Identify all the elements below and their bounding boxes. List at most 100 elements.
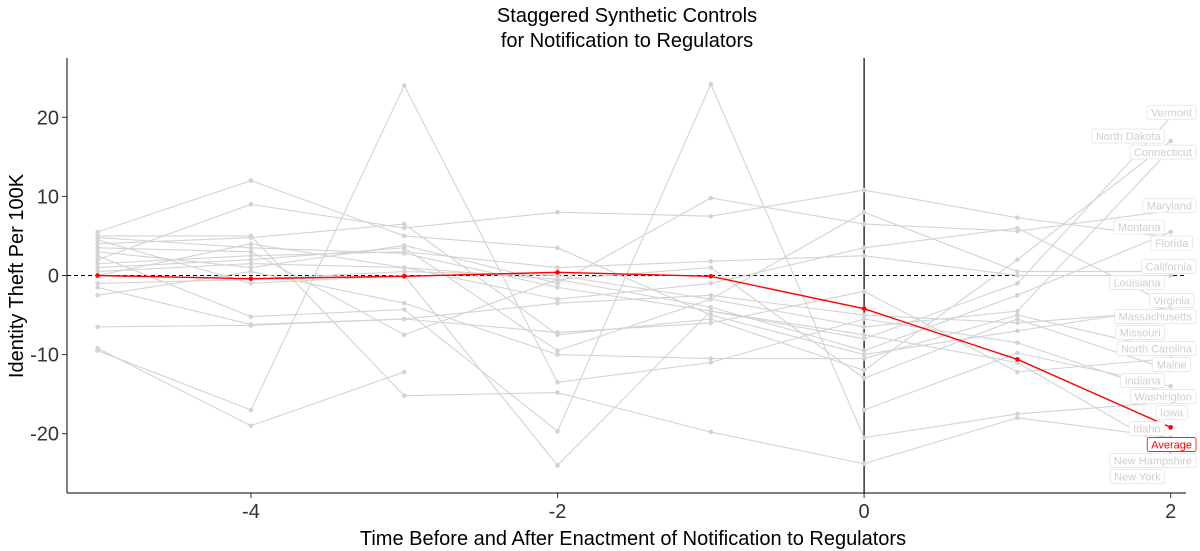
label-text-idaho: Idaho: [1133, 424, 1161, 436]
point-vermont: [555, 285, 560, 290]
point-north-dakota: [1168, 138, 1173, 144]
point-florida: [248, 202, 254, 207]
point-montana: [248, 241, 254, 247]
point-washington: [861, 407, 867, 413]
label-box-idaho: [1128, 421, 1166, 436]
point-new-hampshire: [1015, 415, 1020, 421]
label-box-connecticut: [1129, 144, 1197, 160]
point-idaho: [861, 435, 867, 440]
point-iowa: [401, 83, 407, 88]
series-line-indiana: [97, 247, 1171, 379]
point-north-carolina: [95, 292, 100, 298]
point-washington: [401, 369, 407, 375]
y-axis-title: Identity Theft Per 100K: [6, 173, 28, 378]
point-idaho: [401, 307, 407, 312]
point-north-carolina: [861, 356, 867, 361]
label-text-indiana: Indiana: [1125, 376, 1162, 388]
x-tick-label: -2: [549, 501, 567, 523]
point-virginia: [401, 265, 407, 270]
point-missouri: [708, 292, 714, 298]
point-maryland: [555, 281, 560, 286]
point-new-york: [861, 332, 867, 338]
label-box-washington: [1129, 389, 1197, 404]
y-tick-label: 20: [37, 107, 59, 129]
point-california: [708, 296, 714, 302]
point-north-carolina: [555, 352, 560, 357]
point-maine: [708, 320, 714, 326]
series-line-connecticut: [97, 148, 1172, 352]
series-line-maryland: [97, 197, 1171, 284]
series-line-iowa: [97, 84, 1171, 411]
point-indiana: [861, 376, 867, 381]
point-louisiana: [861, 253, 867, 259]
point-vermont: [861, 336, 867, 342]
point-maryland: [1015, 228, 1020, 234]
point-louisiana: [1015, 273, 1020, 278]
x-axis-title: Time Before and After Enactment of Notif…: [360, 528, 906, 550]
point-washington: [248, 423, 254, 429]
label-text-maryland: Maryland: [1147, 201, 1192, 213]
label-text-average: Average: [1151, 440, 1192, 452]
point-indiana: [95, 245, 100, 251]
chart-title-line-2: for Notification to Regulators: [501, 30, 753, 52]
point-new-hampshire: [401, 393, 407, 399]
label-connecticut: Connecticut: [1129, 144, 1197, 160]
point-massachusetts: [248, 178, 254, 183]
label-box-maryland: [1142, 198, 1197, 214]
point-new-york: [555, 463, 560, 468]
point-massachusetts: [95, 229, 100, 235]
label-text-washington: Washington: [1134, 392, 1192, 404]
point-florida: [401, 225, 407, 231]
label-text-north-carolina: North Carolina: [1121, 344, 1193, 356]
point-north-carolina: [248, 269, 254, 274]
point-virginia: [861, 245, 867, 251]
label-montana: Montana: [1113, 219, 1166, 235]
point-maryland: [248, 265, 254, 270]
label-box-vermont: [1146, 104, 1197, 120]
point-new-york: [708, 308, 714, 314]
label-maryland: Maryland: [1142, 198, 1197, 214]
point-washington: [95, 345, 100, 351]
point-north-carolina: [401, 300, 407, 306]
point-idaho: [1015, 411, 1020, 417]
point-connecticut: [555, 348, 560, 353]
label-text-missouri: Missouri: [1120, 328, 1161, 340]
series-line-average: [97, 271, 1171, 428]
label-box-north-carolina: [1116, 341, 1197, 356]
point-missouri: [861, 312, 867, 318]
label-virginia: Virginia: [1149, 293, 1195, 308]
label-vermont: Vermont: [1146, 104, 1197, 120]
point-maine: [401, 316, 407, 322]
point-maryland: [95, 249, 100, 255]
series-line-florida: [97, 189, 1171, 261]
point-average: [1168, 425, 1173, 430]
point-north-dakota: [95, 241, 100, 247]
point-california: [1015, 269, 1020, 274]
series-line-missouri: [97, 286, 1171, 326]
point-idaho: [95, 253, 100, 259]
point-north-dakota: [1015, 257, 1020, 262]
label-text-iowa: Iowa: [1160, 408, 1184, 420]
point-average: [95, 273, 100, 278]
point-vermont: [248, 245, 254, 251]
point-washington: [1168, 383, 1173, 389]
label-box-average: [1146, 437, 1197, 452]
label-box-missouri: [1115, 325, 1166, 340]
label-louisiana: Louisiana: [1109, 275, 1166, 290]
series-line-virginia: [97, 227, 1171, 307]
series-line-idaho: [97, 82, 1171, 439]
point-montana: [861, 348, 867, 353]
point-california: [555, 273, 560, 278]
point-connecticut: [1015, 308, 1020, 314]
point-north-carolina: [708, 356, 714, 361]
series-line-massachusetts: [97, 180, 1171, 356]
label-box-indiana: [1120, 373, 1166, 388]
series-line-vermont: [97, 116, 1172, 340]
point-new-hampshire: [708, 429, 714, 435]
point-massachusetts: [555, 245, 560, 251]
point-iowa: [248, 407, 254, 413]
series-line-new-york: [97, 239, 1171, 467]
label-box-california: [1141, 259, 1197, 274]
label-box-north-dakota: [1091, 128, 1166, 144]
